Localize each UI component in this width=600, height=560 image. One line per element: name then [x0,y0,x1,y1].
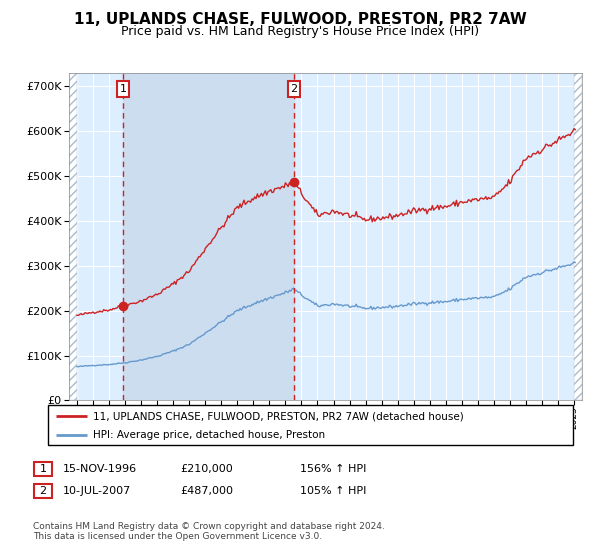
Text: 105% ↑ HPI: 105% ↑ HPI [300,486,367,496]
Text: 10-JUL-2007: 10-JUL-2007 [63,486,131,496]
Text: 156% ↑ HPI: 156% ↑ HPI [300,464,367,474]
Text: £487,000: £487,000 [180,486,233,496]
Text: Contains HM Land Registry data © Crown copyright and database right 2024.
This d: Contains HM Land Registry data © Crown c… [33,522,385,542]
Text: 2: 2 [40,486,46,496]
FancyBboxPatch shape [48,405,573,445]
Text: £210,000: £210,000 [180,464,233,474]
Text: 1: 1 [119,84,127,94]
Bar [574,73,582,400]
FancyBboxPatch shape [34,483,52,498]
Text: 11, UPLANDS CHASE, FULWOOD, PRESTON, PR2 7AW: 11, UPLANDS CHASE, FULWOOD, PRESTON, PR2… [74,12,526,27]
Bar [69,73,77,400]
FancyBboxPatch shape [34,461,52,476]
Text: 1: 1 [40,464,46,474]
Bar [69,73,77,400]
Text: HPI: Average price, detached house, Preston: HPI: Average price, detached house, Pres… [92,430,325,440]
Text: Price paid vs. HM Land Registry's House Price Index (HPI): Price paid vs. HM Land Registry's House … [121,25,479,38]
Bar [574,73,582,400]
Text: 15-NOV-1996: 15-NOV-1996 [63,464,137,474]
Text: 11, UPLANDS CHASE, FULWOOD, PRESTON, PR2 7AW (detached house): 11, UPLANDS CHASE, FULWOOD, PRESTON, PR2… [92,411,463,421]
Bar [123,73,294,400]
Text: 2: 2 [290,84,298,94]
